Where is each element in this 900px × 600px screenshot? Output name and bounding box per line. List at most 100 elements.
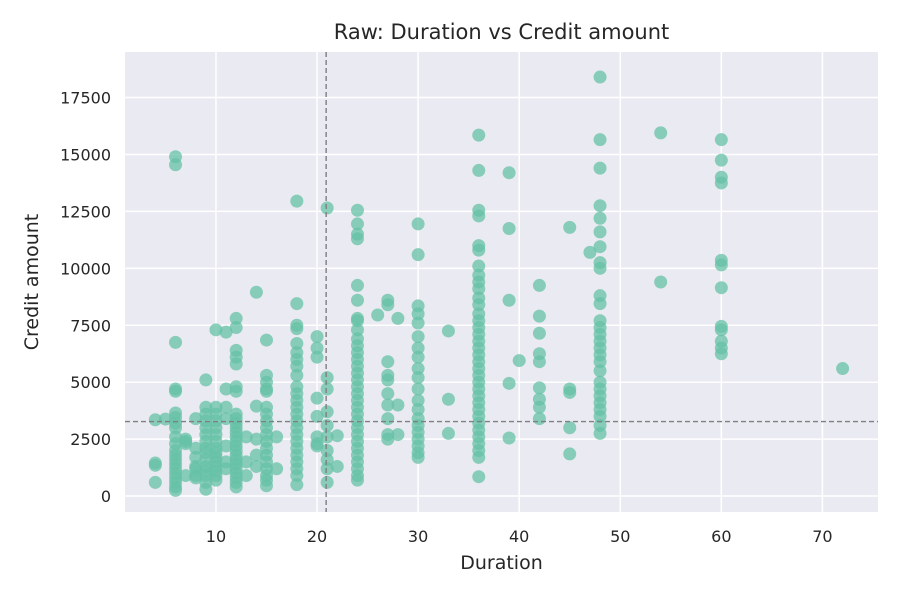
data-point	[371, 308, 385, 322]
data-point	[320, 418, 334, 432]
data-point	[330, 429, 344, 443]
x-tick-label: 20	[307, 527, 327, 546]
data-point	[441, 426, 455, 440]
y-tick-label: 2500	[70, 430, 111, 449]
data-point	[381, 355, 395, 369]
data-point	[290, 322, 304, 336]
data-point	[209, 473, 223, 487]
data-point	[199, 373, 213, 387]
data-point	[381, 412, 395, 426]
data-point	[189, 450, 203, 464]
data-point	[320, 462, 334, 476]
data-point	[411, 307, 425, 321]
data-point	[593, 133, 607, 147]
data-point	[411, 217, 425, 231]
x-tick-label: 60	[711, 527, 731, 546]
data-point	[391, 428, 405, 442]
data-point	[532, 412, 546, 426]
data-point	[563, 220, 577, 234]
data-point	[330, 459, 344, 473]
data-point	[270, 430, 284, 444]
data-point	[320, 201, 334, 215]
data-point	[472, 470, 486, 484]
data-point	[249, 459, 263, 473]
data-point	[563, 385, 577, 399]
data-point	[714, 347, 728, 361]
data-point	[593, 261, 607, 275]
data-point	[169, 421, 183, 435]
data-point	[290, 336, 304, 350]
data-point	[270, 462, 284, 476]
reference-lines	[125, 52, 878, 512]
data-point	[219, 439, 233, 453]
data-point	[593, 240, 607, 254]
data-point	[593, 211, 607, 225]
data-point	[320, 444, 334, 458]
data-point	[411, 393, 425, 407]
data-point	[593, 409, 607, 423]
data-point	[350, 473, 364, 487]
data-point	[310, 409, 324, 423]
data-point	[836, 362, 850, 376]
data-point	[502, 376, 516, 390]
data-point	[158, 412, 172, 426]
data-point	[411, 330, 425, 344]
data-point	[219, 462, 233, 476]
data-point	[381, 432, 395, 446]
data-point	[320, 371, 334, 385]
data-point	[229, 384, 243, 398]
tick-labels: 10 20 30 40 50 60 70 0 2500 5000 7500 10000 12500 150…	[60, 89, 832, 546]
data-point	[320, 430, 334, 444]
data-point	[472, 209, 486, 223]
data-point	[502, 221, 516, 235]
data-point	[260, 333, 274, 347]
data-point	[310, 341, 324, 355]
data-point	[532, 355, 546, 369]
data-point	[381, 298, 395, 312]
data-point	[381, 387, 395, 401]
data-point	[411, 362, 425, 376]
data-point	[472, 163, 486, 177]
data-point	[320, 382, 334, 396]
x-axis-label: Duration	[460, 552, 543, 574]
data-point	[714, 153, 728, 167]
data-point	[714, 133, 728, 147]
data-point	[714, 176, 728, 190]
data-point	[249, 285, 263, 299]
data-point	[239, 430, 253, 444]
data-point	[229, 357, 243, 371]
data-point	[179, 437, 193, 451]
data-point	[310, 350, 324, 364]
data-point	[350, 217, 364, 231]
data-point	[714, 281, 728, 295]
data-point	[189, 441, 203, 455]
y-tick-label: 17500	[60, 89, 111, 108]
data-point	[219, 382, 233, 396]
data-point	[169, 384, 183, 398]
data-point	[714, 258, 728, 272]
data-point	[593, 364, 607, 378]
data-point	[472, 450, 486, 464]
data-point	[411, 350, 425, 364]
data-point	[593, 355, 607, 369]
data-point	[189, 471, 203, 485]
data-point	[381, 398, 395, 412]
y-tick-label: 15000	[60, 145, 111, 164]
data-point	[290, 469, 304, 483]
data-point	[350, 293, 364, 307]
data-point	[593, 297, 607, 311]
data-point	[654, 126, 668, 140]
data-point	[532, 309, 546, 323]
data-point	[593, 70, 607, 84]
x-tick-label: 30	[408, 527, 428, 546]
data-point	[290, 478, 304, 492]
data-point	[472, 128, 486, 142]
data-point	[583, 245, 597, 259]
data-point	[350, 323, 364, 337]
data-point	[411, 382, 425, 396]
data-point	[411, 316, 425, 330]
data-point	[563, 447, 577, 461]
data-point	[249, 399, 263, 413]
